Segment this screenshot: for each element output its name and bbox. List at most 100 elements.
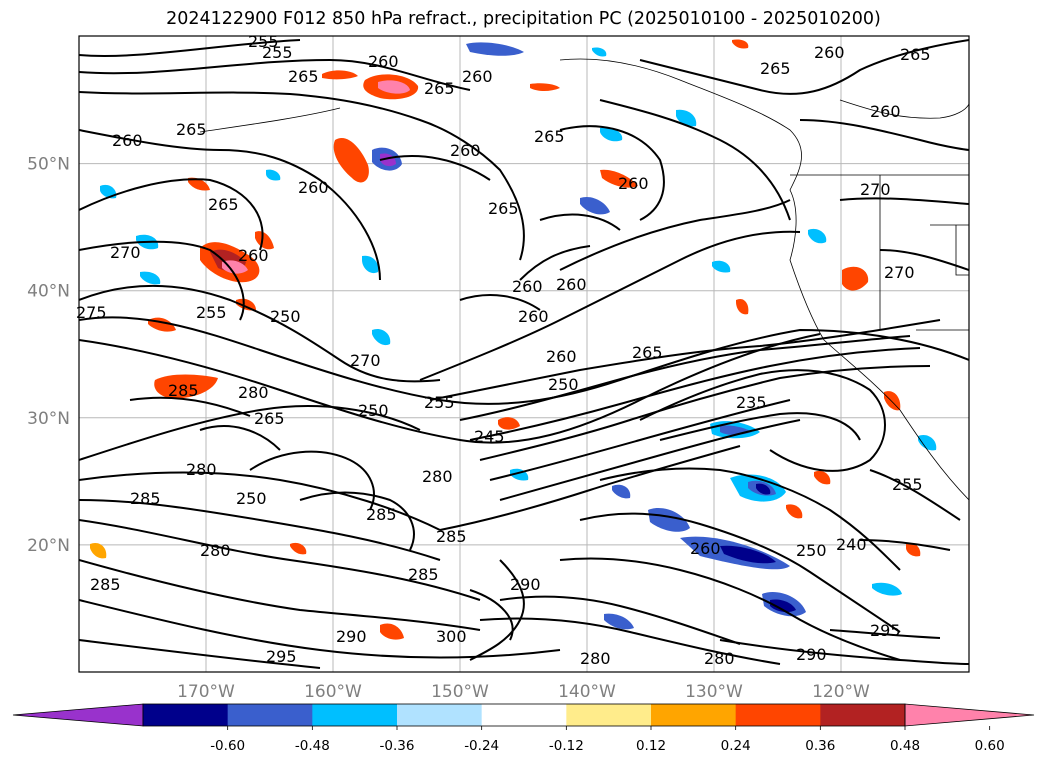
contour-label: 295 <box>266 647 297 666</box>
contour-label: 265 <box>208 195 239 214</box>
colorbar-tick-label: -0.36 <box>380 738 415 754</box>
precip-area <box>592 47 607 57</box>
contour-label: 265 <box>488 199 519 218</box>
contour-label: 280 <box>422 467 453 486</box>
map-frame <box>78 35 970 673</box>
contour-label: 255 <box>248 32 279 51</box>
precip-area <box>770 599 796 613</box>
colorbar-bin <box>566 704 652 726</box>
precip-area <box>290 542 307 555</box>
colorbar-bin <box>651 704 737 726</box>
contour-label: 300 <box>436 627 467 646</box>
precip-area <box>236 298 256 311</box>
colorbar-tick-label: 0.48 <box>890 738 920 754</box>
precip-area <box>918 434 937 451</box>
contour-label: 265 <box>424 79 455 98</box>
lon-tick-label: 170°W <box>177 682 235 702</box>
colorbar-bin <box>820 704 906 726</box>
colorbar-bin <box>481 704 567 726</box>
contour-label: 280 <box>704 649 735 668</box>
precip-area <box>333 138 369 183</box>
precip-area <box>580 196 610 215</box>
contour-label: 290 <box>510 575 541 594</box>
contour-label: 265 <box>632 343 663 362</box>
contour-label: 280 <box>238 383 269 402</box>
coastlines <box>199 58 969 501</box>
precip-area <box>842 266 869 291</box>
precip-area <box>255 231 274 250</box>
colorbar-outline <box>142 703 906 727</box>
lon-tick-label: 160°W <box>304 682 362 702</box>
precip-area <box>808 228 827 244</box>
contour-label: 260 <box>368 52 399 71</box>
precip-area <box>266 169 281 181</box>
contour-label: 275 <box>76 303 107 322</box>
precip-area <box>154 374 218 399</box>
lon-tick-label: 140°W <box>558 682 616 702</box>
contour-label: 270 <box>350 351 381 370</box>
precip-area <box>372 328 391 346</box>
contour-label: 285 <box>366 505 397 524</box>
contour-label: 255 <box>424 393 455 412</box>
colorbar-tick-label: -0.24 <box>464 738 499 754</box>
precipitation-shading <box>90 39 937 640</box>
contour-label: 265 <box>176 120 207 139</box>
precip-area <box>786 504 803 519</box>
contour-label: 270 <box>884 263 915 282</box>
map-title: 2024122900 F012 850 hPa refract., precip… <box>166 9 881 29</box>
precip-area <box>90 542 107 559</box>
precip-area <box>498 417 520 430</box>
contour-label: 250 <box>270 307 301 326</box>
longitude-labels: 170°W 160°W 150°W 140°W 130°W 120°W <box>177 682 870 702</box>
contour-label: 265 <box>760 59 791 78</box>
contour-label: 260 <box>462 67 493 86</box>
contour-label: 260 <box>546 347 577 366</box>
precip-area <box>648 508 690 532</box>
contour-label: 285 <box>130 489 161 508</box>
colorbar-bin <box>735 704 821 726</box>
contour-label: 270 <box>860 180 891 199</box>
contour-label: 260 <box>298 178 329 197</box>
precip-area <box>380 623 404 640</box>
colorbar-tick-label: -0.12 <box>549 738 584 754</box>
contour-label: 265 <box>900 45 931 64</box>
colorbar: -0.60 -0.48 -0.36 -0.24 -0.12 0.12 0.24 0.36 0.4… <box>12 703 1035 754</box>
contour-label: 260 <box>870 102 901 121</box>
precip-area <box>222 260 248 274</box>
lon-tick-label: 150°W <box>431 682 489 702</box>
precip-area <box>736 298 749 315</box>
latitude-labels: 50°N 40°N 30°N 20°N <box>27 155 70 556</box>
precip-area <box>362 255 379 274</box>
precip-area <box>676 109 697 127</box>
contour-label: 260 <box>518 307 549 326</box>
precip-area <box>814 470 831 485</box>
colorbar-bin <box>227 704 313 726</box>
lon-tick-label: 120°W <box>812 682 870 702</box>
contour-label: 250 <box>548 375 579 394</box>
contour-label: 290 <box>336 627 367 646</box>
colorbar-tick-label: 0.60 <box>975 738 1005 754</box>
contour-label: 255 <box>196 303 227 322</box>
contour-label: 285 <box>168 381 199 400</box>
contour-label: 255 <box>262 43 293 62</box>
contour-label: 260 <box>690 539 721 558</box>
lat-tick-label: 30°N <box>27 409 70 429</box>
precip-area <box>756 483 771 495</box>
contour-label: 250 <box>358 401 389 420</box>
refractivity-contours <box>79 39 969 669</box>
precip-area <box>612 484 631 499</box>
contour-label: 285 <box>408 565 439 584</box>
precip-area <box>378 80 410 94</box>
contour-label: 260 <box>512 277 543 296</box>
precip-area <box>712 260 731 273</box>
precip-area <box>720 545 776 564</box>
contour-label: 245 <box>474 427 505 446</box>
colorbar-bin <box>312 704 398 726</box>
contour-label: 260 <box>556 275 587 294</box>
contour-label: 250 <box>236 489 267 508</box>
colorbar-tick-label: -0.60 <box>210 738 245 754</box>
contour-label: 265 <box>288 67 319 86</box>
colorbar-tick-label: -0.48 <box>295 738 330 754</box>
precip-area <box>872 582 902 596</box>
